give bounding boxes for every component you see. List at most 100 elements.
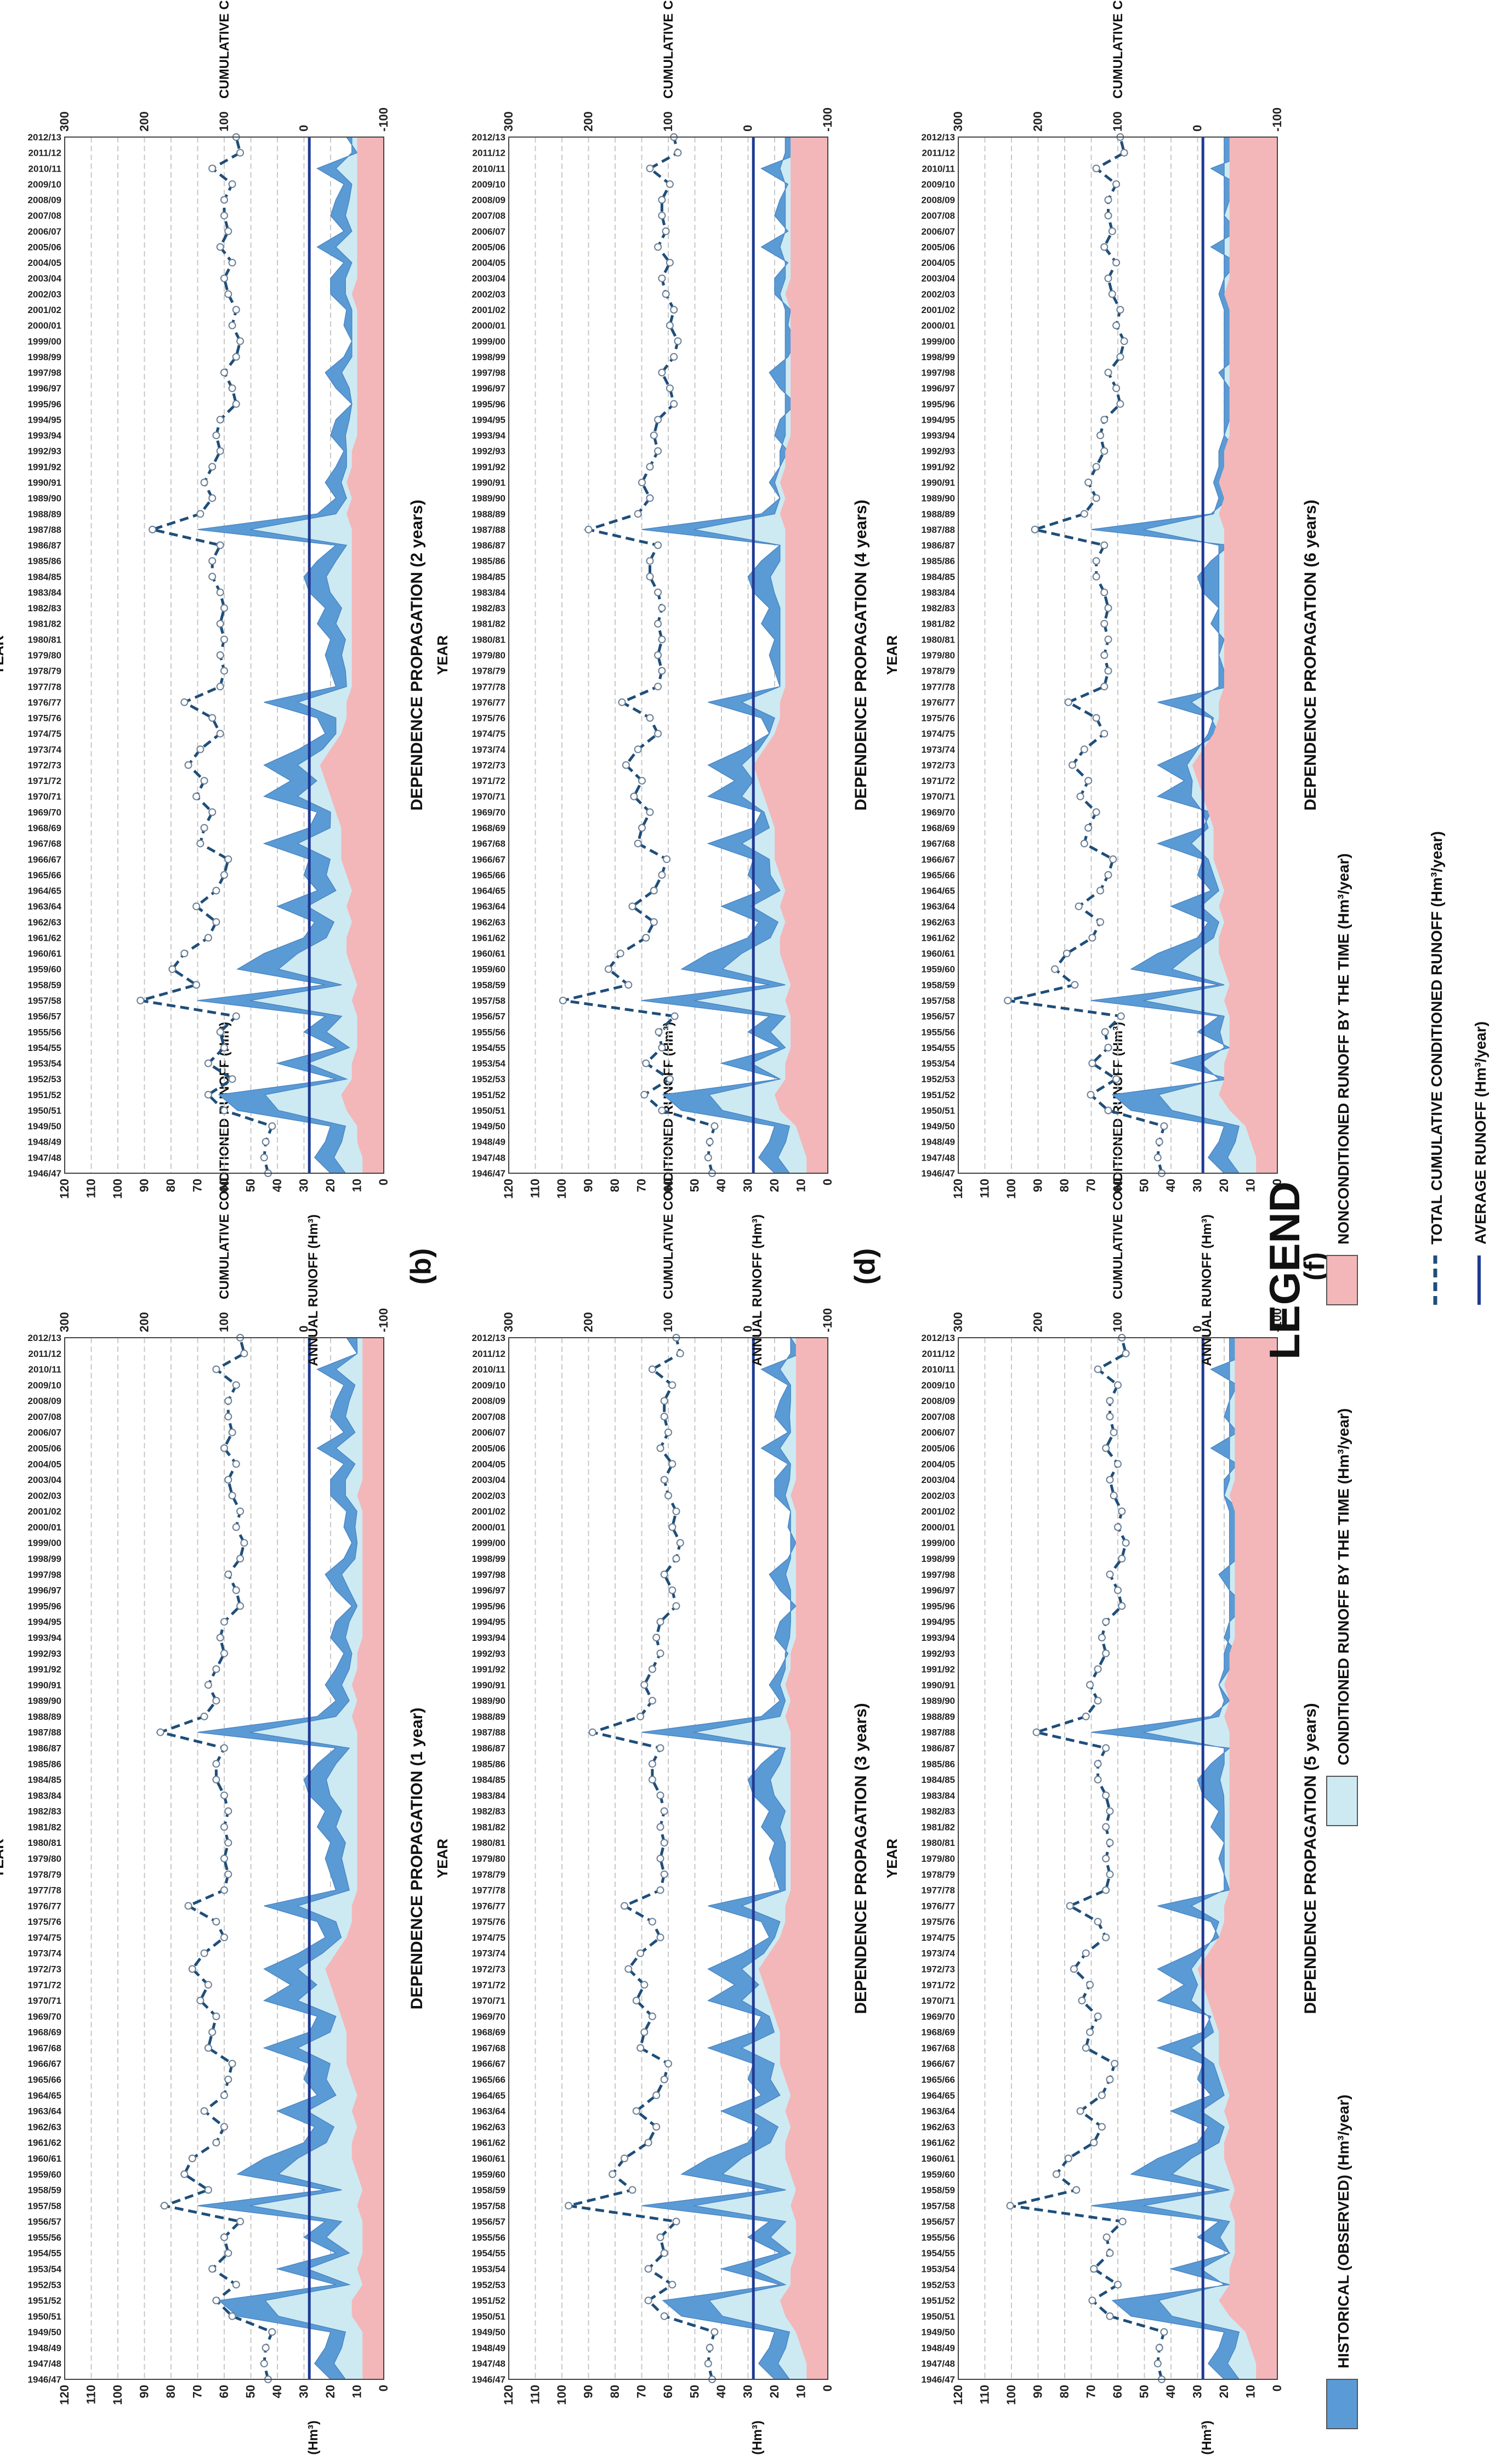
cumulative-point <box>640 1090 649 1099</box>
cumulative-point <box>1004 997 1012 1004</box>
cumulative-point <box>1053 2170 1060 2178</box>
year-label: 2011/12 <box>28 1349 61 1359</box>
left-tick-label: 0 <box>1270 2385 1284 2391</box>
year-label: 1992/93 <box>472 446 505 457</box>
year-label: 1961/62 <box>922 933 955 944</box>
cumulative-point <box>1076 792 1084 800</box>
cumulative-point <box>1118 1555 1126 1562</box>
year-label: 1968/69 <box>922 823 955 833</box>
year-label: 1970/71 <box>28 1996 61 2006</box>
cumulative-point <box>196 510 204 518</box>
year-label: 1964/65 <box>28 886 61 896</box>
year-label: 1970/71 <box>472 1996 505 2006</box>
year-label: 1963/64 <box>922 901 956 912</box>
cumulative-point <box>1102 1886 1110 1894</box>
year-label: 2007/08 <box>472 1412 505 1422</box>
cumulative-point <box>1076 2107 1084 2115</box>
year-label: 1985/86 <box>922 556 955 566</box>
year-label: 2012/13 <box>922 1333 955 1343</box>
year-label: 1987/88 <box>472 1727 505 1738</box>
cumulative-point <box>616 950 624 958</box>
left-tick-label: 50 <box>244 1179 258 1192</box>
cumulative-axis-label: CUMULATIVE CONDITIONED RUNOFF (Hm³) <box>1111 0 1126 99</box>
left-tick-label: 40 <box>714 2385 728 2398</box>
year-axis-label: YEAR <box>434 635 451 675</box>
year-label: 1992/93 <box>922 1649 955 1659</box>
year-label: 1952/53 <box>28 1074 61 1084</box>
cumulative-point <box>224 1870 232 1878</box>
year-label: 1982/83 <box>922 1806 955 1817</box>
cumulative-point <box>240 1349 248 1357</box>
year-label: 1956/57 <box>28 2217 61 2227</box>
cumulative-point <box>634 839 642 848</box>
left-tick-label: 100 <box>555 2385 569 2405</box>
cumulative-point <box>650 918 658 926</box>
year-label: 1958/59 <box>922 980 955 990</box>
cumulative-point <box>656 1886 664 1894</box>
year-label: 1947/48 <box>922 1152 955 1163</box>
year-label: 1956/57 <box>28 1011 61 1022</box>
cumulative-point <box>224 1807 232 1815</box>
year-label: 1988/89 <box>922 1712 955 1722</box>
cumulative-point <box>232 306 240 314</box>
year-label: 1946/47 <box>28 1168 61 1179</box>
year-label: 1993/94 <box>472 430 506 441</box>
year-label: 1990/91 <box>28 1680 61 1690</box>
right-tick-label: 200 <box>138 111 151 132</box>
year-label: 1949/50 <box>922 2327 955 2338</box>
cumulative-point <box>1096 886 1104 895</box>
cumulative-point <box>662 290 670 298</box>
cumulative-point <box>1104 604 1112 612</box>
year-label: 2006/07 <box>922 226 955 237</box>
year-label: 1996/97 <box>28 383 61 394</box>
year-label: 1964/65 <box>922 2090 955 2101</box>
cumulative-point <box>1160 1122 1168 1130</box>
year-label: 1978/79 <box>472 1869 505 1880</box>
cumulative-point <box>640 2028 649 2036</box>
cumulative-point <box>1102 1855 1110 1862</box>
cumulative-point <box>200 2107 208 2115</box>
year-label: 1968/69 <box>28 823 61 833</box>
cumulative-point <box>1087 1090 1095 1099</box>
cumulative-point <box>212 1760 220 1768</box>
year-label: 1973/74 <box>922 1948 956 1959</box>
cumulative-point <box>204 2044 212 2052</box>
left-tick-label: 50 <box>244 2385 258 2398</box>
year-label: 1990/91 <box>28 478 61 488</box>
cumulative-point <box>232 1523 240 1531</box>
year-label: 1995/96 <box>28 1601 61 1611</box>
year-label: 1998/99 <box>472 1554 505 1564</box>
left-tick-label: 60 <box>217 1179 231 1192</box>
year-label: 2000/01 <box>922 1522 955 1533</box>
year-label: 2007/08 <box>472 211 505 221</box>
year-label: 1995/96 <box>922 1601 955 1611</box>
cumulative-point <box>1104 212 1112 220</box>
year-label: 1957/58 <box>28 996 61 1006</box>
year-label: 2004/05 <box>472 258 505 268</box>
cumulative-point <box>220 1744 228 1752</box>
year-label: 1954/55 <box>472 1043 505 1053</box>
year-label: 1979/80 <box>28 1854 61 1864</box>
cumulative-point <box>1108 227 1116 235</box>
left-tick-label: 10 <box>1244 1179 1258 1192</box>
cumulative-point <box>654 447 662 455</box>
cumulative-point <box>666 321 674 329</box>
cumulative-point <box>1120 149 1128 157</box>
year-label: 2005/06 <box>922 242 955 253</box>
year-label: 1979/80 <box>922 1854 955 1864</box>
year-label: 2008/09 <box>28 1396 61 1406</box>
cumulative-point <box>1104 635 1112 644</box>
cumulative-point <box>1104 1043 1112 1052</box>
year-label: 1990/91 <box>472 478 505 488</box>
right-tick-label: 100 <box>661 1312 675 1332</box>
cumulative-point <box>184 761 192 769</box>
panel-f: 0102030405060708090100110120-10001002003… <box>884 0 1331 1366</box>
left-tick-label: 100 <box>111 1179 124 1199</box>
cumulative-point <box>628 2186 636 2194</box>
year-label: 1980/81 <box>922 1838 955 1848</box>
cumulative-point <box>188 2155 196 2162</box>
cumulative-point <box>648 2012 656 2020</box>
year-label: 1974/75 <box>922 1933 955 1943</box>
left-tick-label: 40 <box>1164 1179 1178 1192</box>
year-label: 1977/78 <box>922 681 955 692</box>
